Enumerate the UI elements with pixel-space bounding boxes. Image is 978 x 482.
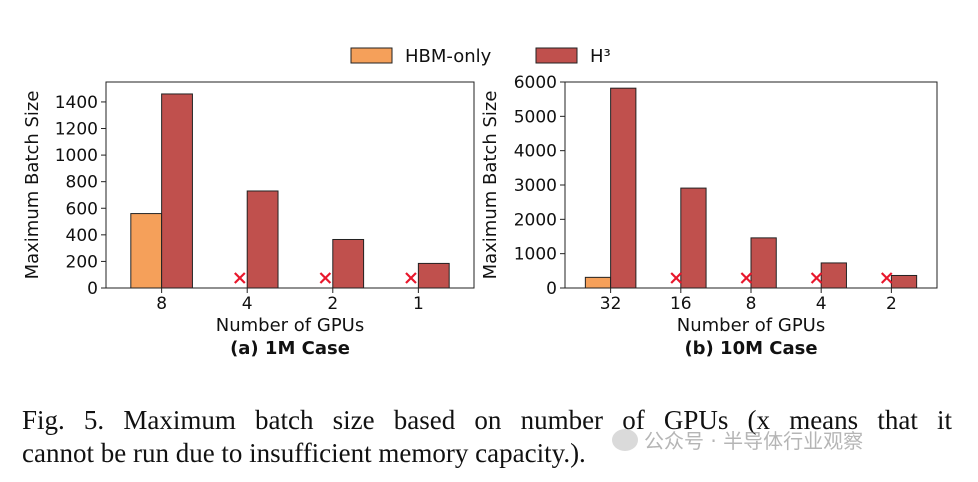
- bar-hbm-only-8: [130, 213, 163, 289]
- y-tick-label-600: 600: [66, 199, 98, 219]
- y-tick-label-1200: 1200: [55, 120, 98, 140]
- infeasible-marker-1: [405, 272, 417, 284]
- x-tick-label-2: 2: [886, 294, 897, 314]
- y-tick-label-1000: 1000: [514, 245, 557, 265]
- chart-title: (a) 1M Case: [230, 338, 350, 359]
- y-tick-label-5000: 5000: [514, 107, 557, 127]
- bar-h3-1: [417, 262, 450, 289]
- chart-10m-case: 32 16 8 4 2 0 1000 2000 3000 4000 5000 6000 Number o…: [480, 73, 938, 359]
- bar-h3-4: [246, 190, 279, 289]
- y-tick-label-2000: 2000: [514, 210, 557, 230]
- bar-hbm-only-32: [584, 276, 612, 289]
- x-tick-label-4: 4: [816, 294, 827, 314]
- legend: HBM-only H³: [350, 46, 611, 67]
- bar-h3-32: [610, 87, 637, 289]
- legend-label-0: HBM-only: [405, 46, 492, 67]
- infeasible-marker-2: [319, 272, 332, 284]
- y-axis-label: Maximum Batch Size: [22, 91, 43, 280]
- watermark-text: 公众号 · 半导体行业观察: [644, 429, 864, 453]
- x-tick-label-1: 1: [413, 294, 424, 314]
- x-tick-label-8: 8: [746, 294, 757, 314]
- bar-h3-4: [820, 262, 847, 289]
- y-tick-label-400: 400: [66, 226, 98, 246]
- infeasible-marker-8: [740, 272, 753, 284]
- plot-frame: [105, 81, 475, 289]
- caption-line-1: Fig. 5. Maximum batch size based on numb…: [22, 405, 952, 435]
- y-tick-label-1400: 1400: [55, 93, 98, 113]
- y-tick-label-3000: 3000: [514, 176, 557, 196]
- y-tick-label-0: 0: [546, 279, 557, 299]
- y-axis-label: Maximum Batch Size: [480, 91, 501, 280]
- plot-frame: [564, 81, 938, 289]
- chart-1m-case: 8 4 2 1 0 200 400 600 800 1000 1200 1400 Number of G…: [22, 81, 475, 359]
- infeasible-marker-4: [234, 272, 246, 284]
- legend-label-1: H³: [590, 46, 611, 67]
- y-tick-label-1000: 1000: [55, 146, 98, 166]
- legend-swatch-1: [535, 47, 578, 64]
- figure-caption: Fig. 5. Maximum batch size based on numb…: [22, 404, 952, 470]
- y-tick-label-800: 800: [66, 173, 98, 193]
- y-tick-label-4000: 4000: [514, 142, 557, 162]
- y-tick-label-200: 200: [66, 252, 98, 272]
- bar-h3-8: [161, 93, 193, 289]
- wechat-icon: [612, 428, 638, 451]
- x-tick-label-32: 32: [600, 294, 622, 314]
- y-tick-label-6000: 6000: [514, 73, 557, 93]
- x-tick-label-8: 8: [156, 294, 167, 314]
- bar-h3-16: [680, 187, 707, 289]
- infeasible-marker-4: [810, 272, 823, 284]
- x-axis-label: Number of GPUs: [216, 315, 364, 336]
- bar-h3-2: [332, 238, 365, 289]
- infeasible-marker-2: [880, 272, 893, 284]
- x-axis-label: Number of GPUs: [677, 315, 825, 336]
- bar-h3-8: [750, 237, 777, 289]
- watermark: 公众号 · 半导体行业观察: [612, 425, 863, 454]
- y-tick-label-0: 0: [87, 279, 98, 299]
- chart-title: (b) 10M Case: [684, 338, 817, 359]
- x-tick-label-16: 16: [670, 294, 692, 314]
- bar-h3-2: [890, 274, 918, 289]
- legend-swatch-0: [350, 47, 393, 64]
- caption-line-2: cannot be run due to insufficient memory…: [22, 438, 586, 468]
- infeasible-marker-16: [670, 272, 682, 284]
- x-tick-label-2: 2: [327, 294, 338, 314]
- x-tick-label-4: 4: [242, 294, 253, 314]
